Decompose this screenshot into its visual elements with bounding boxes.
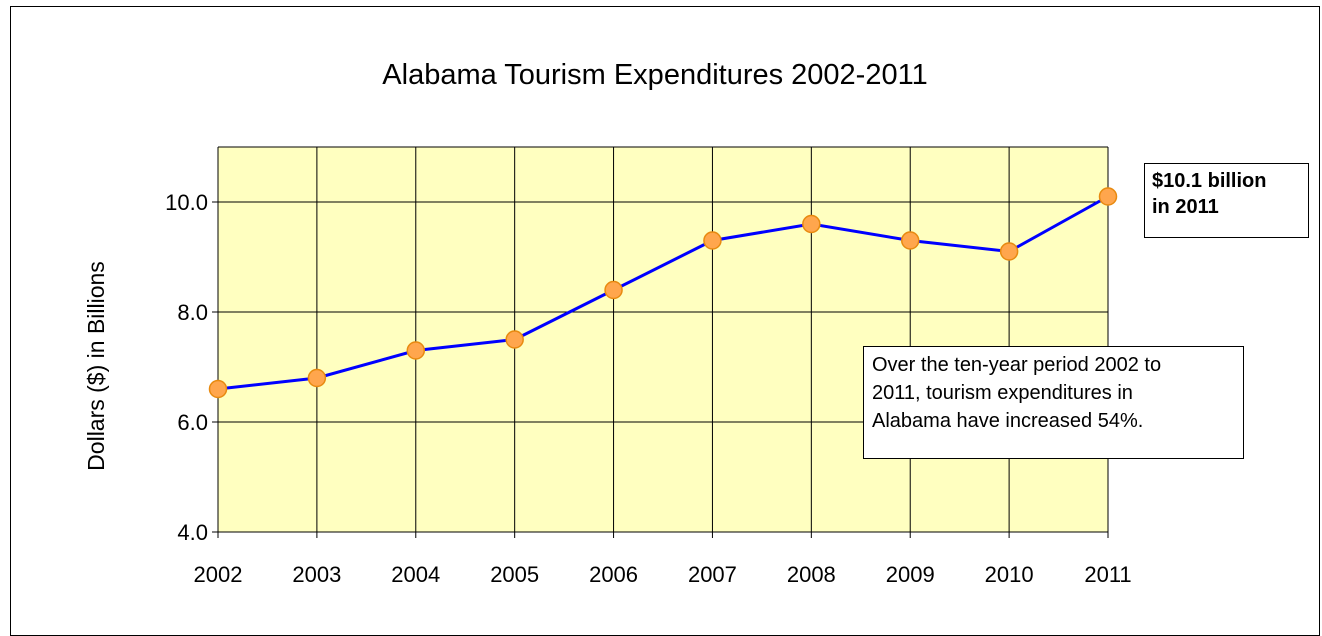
data-point — [604, 280, 623, 300]
note-line-3: Alabama have increased 54%. — [872, 410, 1144, 432]
callout-line-1: $10.1 billion — [1152, 170, 1267, 192]
y-axis-label: Dollars ($) in Billions — [83, 261, 109, 471]
x-tick-label: 2005 — [490, 562, 539, 587]
x-tick-label: 2003 — [292, 562, 341, 587]
data-point — [703, 231, 722, 250]
x-tick-label: 2006 — [589, 562, 638, 587]
data-point — [999, 242, 1019, 261]
plot-area — [218, 147, 1108, 532]
x-tick-label: 2011 — [1084, 562, 1131, 587]
x-tick-label: 2004 — [391, 562, 440, 587]
data-point — [505, 330, 524, 349]
y-tick-label: 10.0 — [165, 190, 208, 215]
grid-lines — [212, 146, 1109, 538]
y-tick-label: 4.0 — [177, 520, 208, 545]
x-tick-label: 2009 — [886, 562, 935, 587]
note-line-2: 2011, tourism expenditures in — [872, 382, 1133, 404]
data-point — [900, 231, 920, 250]
chart-title: Alabama Tourism Expenditures 2002-2011 — [382, 59, 927, 91]
series-line — [217, 195, 1109, 391]
x-tick-label: 2002 — [194, 562, 243, 587]
x-tick-label: 2007 — [688, 562, 737, 587]
data-point — [802, 214, 821, 234]
data-point — [1098, 187, 1118, 206]
summary-note: Over the ten-year period 2002 to 2011, t… — [863, 346, 1244, 459]
y-tick-label: 8.0 — [177, 300, 208, 325]
data-point — [208, 379, 228, 399]
callout-line-2: in 2011 — [1152, 196, 1219, 218]
data-point — [406, 341, 426, 360]
data-point — [307, 368, 327, 388]
note-line-1: Over the ten-year period 2002 to — [872, 354, 1162, 376]
x-tick-label: 2008 — [787, 562, 836, 587]
value-callout: $10.1 billion in 2011 — [1144, 163, 1309, 238]
tick-labels: 4.0 6.0 8.0 10.0 2002 2003 2004 2005 2006 2007 200… — [165, 190, 1131, 587]
data-markers — [208, 187, 1118, 399]
y-tick-label: 6.0 — [177, 410, 208, 435]
x-tick-label: 2010 — [985, 562, 1034, 587]
